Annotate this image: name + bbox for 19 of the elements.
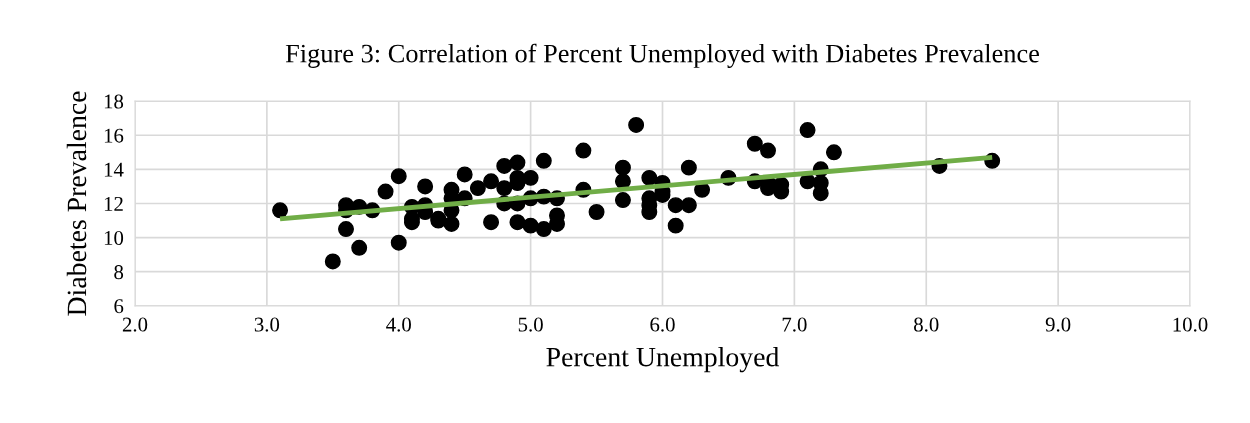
y-tick-label: 18 xyxy=(104,94,124,109)
y-tick-label: 8 xyxy=(114,265,124,280)
y-tick-label: 6 xyxy=(114,299,124,314)
y-tick-label: 14 xyxy=(104,162,124,177)
x-tick-label: 4.0 xyxy=(386,317,411,332)
chart-title: Figure 3: Correlation of Percent Unemployed with Diabetes Prevalence xyxy=(285,43,1039,68)
x-tick-label: 7.0 xyxy=(782,317,807,332)
x-tick-label: 2.0 xyxy=(122,317,148,332)
y-tick-label: 12 xyxy=(104,196,123,211)
x-tick-label: 5.0 xyxy=(518,317,543,332)
y-tick-label: 16 xyxy=(104,128,124,143)
y-tick-label: 10 xyxy=(104,230,124,246)
x-tick-label: 10.0 xyxy=(1173,317,1208,332)
x-tick-label: 6.0 xyxy=(650,317,675,332)
x-tick-label: 8.0 xyxy=(914,317,939,332)
x-axis-title: Percent Unemployed xyxy=(546,346,780,373)
y-axis-title: Diabetes Prevalence xyxy=(66,91,87,316)
x-tick-label: 9.0 xyxy=(1045,317,1071,332)
x-tick-label: 3.0 xyxy=(254,317,280,332)
